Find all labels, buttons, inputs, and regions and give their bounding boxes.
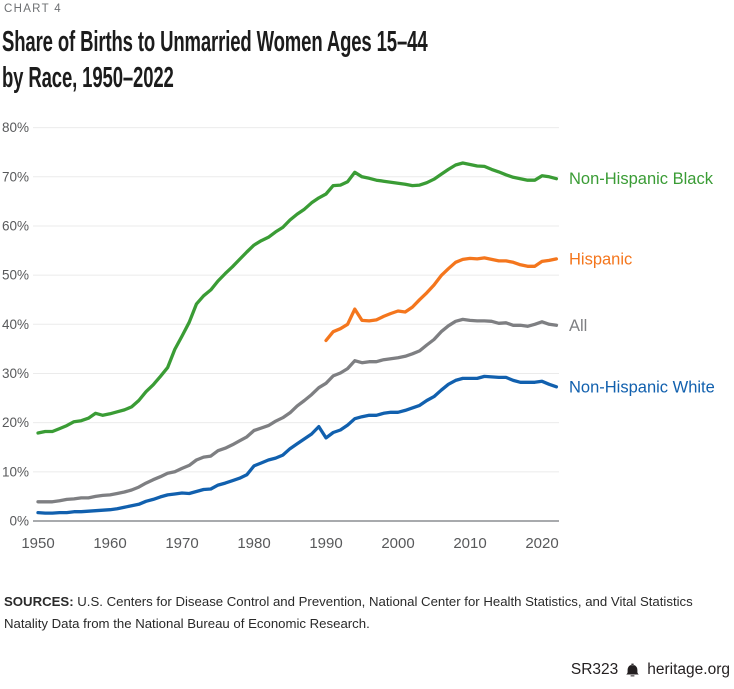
legend-label-hispanic: Hispanic <box>569 250 632 268</box>
sources-text: U.S. Centers for Disease Control and Pre… <box>4 594 693 631</box>
y-tick-label: 20% <box>2 415 29 430</box>
series-line-all <box>36 317 559 504</box>
page-title-line1: Share of Births to Unmarried Women Ages … <box>2 26 428 58</box>
page-title-line2: by Race, 1950–2022 <box>2 62 174 94</box>
series-line-non-hispanic-white <box>36 374 559 515</box>
y-tick-label: 80% <box>2 120 29 135</box>
legend-label-non-hispanic-white: Non-Hispanic White <box>569 378 715 396</box>
y-tick-label: 60% <box>2 218 29 233</box>
series-line-hispanic <box>324 256 559 343</box>
report-id: SR323 <box>570 661 619 678</box>
y-tick-label: 30% <box>2 366 29 381</box>
site-link: heritage.org <box>647 661 730 678</box>
y-tick-label: 10% <box>2 464 29 479</box>
x-tick-label: 1980 <box>237 535 270 552</box>
chart-kicker: CHART 4 <box>4 3 62 15</box>
x-tick-label: 1950 <box>21 535 54 552</box>
sources-note: SOURCES: U.S. Centers for Disease Contro… <box>4 591 731 634</box>
liberty-bell-icon <box>626 663 640 676</box>
page-title: Share of Births to Unmarried Women Ages … <box>2 24 428 96</box>
x-tick-label: 1970 <box>165 535 198 552</box>
legend-label-non-hispanic-black: Non-Hispanic Black <box>569 170 714 188</box>
x-tick-label: 2010 <box>453 535 486 552</box>
series-line-non-hispanic-black <box>36 161 559 435</box>
x-tick-label: 2020 <box>525 535 558 552</box>
x-tick-label: 2000 <box>381 535 414 552</box>
x-tick-label: 1990 <box>309 535 342 552</box>
sources-label: SOURCES: <box>4 594 74 609</box>
footer: SR323 heritage.org <box>571 661 730 679</box>
y-tick-label: 50% <box>2 268 29 283</box>
legend-label-all: All <box>569 317 587 335</box>
y-tick-label: 70% <box>2 169 29 184</box>
y-tick-label: 40% <box>2 317 29 332</box>
x-tick-label: 1960 <box>93 535 126 552</box>
y-tick-label: 0% <box>9 514 29 529</box>
